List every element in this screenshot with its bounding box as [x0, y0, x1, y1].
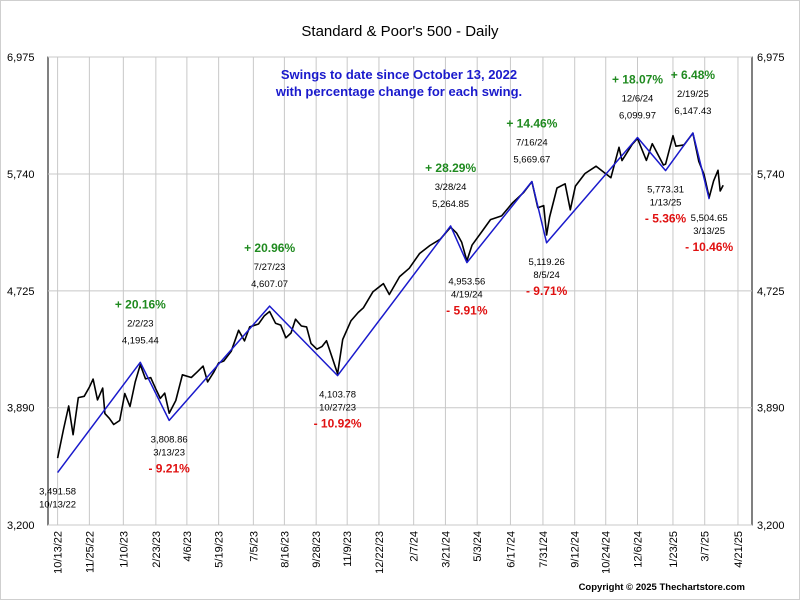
- y-tick-label-left: 3,200: [7, 520, 35, 532]
- swing-price-label: 4,607.07: [251, 279, 288, 290]
- y-tick-label-right: 4,725: [757, 286, 785, 298]
- swing-pct-label: - 5.36%: [645, 212, 687, 226]
- y-axis-right: 6,975 5,740 4,725 3,890 3,200: [757, 52, 785, 532]
- swing-pct-label: + 20.16%: [115, 297, 166, 311]
- swing-pct-label: + 28.29%: [425, 161, 476, 175]
- swing-date-label: 3/13/23: [153, 447, 185, 458]
- swing-pct-label: - 5.91%: [446, 304, 488, 318]
- x-tick-label: 11/25/22: [84, 531, 96, 573]
- x-tick-label: 2/23/23: [151, 531, 163, 568]
- swing-annotations: 3,491.58 10/13/22 + 20.16% 2/2/23 4,195.44 3,…: [39, 68, 733, 511]
- swing-price-label: 3,808.86: [151, 434, 188, 445]
- x-tick-label: 1/10/23: [118, 531, 130, 568]
- swing-date-label: 1/13/25: [650, 198, 682, 209]
- copyright-text: Copyright © 2025 Thechartstore.com: [579, 582, 745, 593]
- swing-date-label: 10/27/23: [319, 403, 356, 414]
- swing-price-label: 5,264.85: [432, 199, 469, 210]
- swing-pct-label: - 9.21%: [148, 461, 190, 475]
- y-tick-label-left: 5,740: [7, 169, 35, 181]
- swing-price-label: 3,491.58: [39, 487, 76, 498]
- y-tick-label-right: 3,200: [757, 520, 785, 532]
- x-tick-label: 10/13/22: [53, 531, 65, 574]
- series-layer: [56, 132, 724, 474]
- swing-price-label: 4,953.56: [448, 277, 485, 288]
- note-line-1: Swings to date since October 13, 2022: [281, 67, 517, 82]
- swing-pct-label: + 20.96%: [244, 241, 295, 255]
- swing-price-label: 5,119.26: [528, 257, 564, 268]
- y-tick-label-left: 3,890: [7, 403, 35, 415]
- swing-date-label: 12/6/24: [622, 94, 654, 105]
- x-tick-label: 9/12/24: [570, 531, 582, 568]
- swing-date-label: 2/19/25: [677, 89, 709, 100]
- x-tick-label: 7/5/23: [248, 531, 260, 562]
- swing-price-label: 4,195.44: [122, 335, 159, 346]
- swing-pct-label: + 14.46%: [506, 116, 557, 130]
- x-tick-label: 9/28/23: [311, 531, 323, 568]
- x-tick-label: 12/22/23: [374, 531, 386, 574]
- swing-date-label: 3/13/25: [693, 226, 725, 237]
- y-tick-label-right: 3,890: [757, 403, 785, 415]
- swing-date-label: 8/5/24: [533, 270, 559, 281]
- swing-price-label: 6,099.97: [619, 111, 656, 122]
- x-tick-label: 3/7/25: [700, 531, 712, 562]
- grid-lines: [48, 56, 752, 526]
- swing-price-label: 5,504.65: [691, 213, 728, 224]
- x-tick-label: 10/24/24: [601, 531, 613, 574]
- swing-price-label: 6,147.43: [674, 106, 711, 117]
- swing-date-label: 2/2/23: [127, 318, 153, 329]
- swing-price-label: 5,773.31: [647, 185, 684, 196]
- x-tick-label: 3/21/24: [440, 531, 452, 568]
- y-tick-label-left: 6,975: [7, 52, 35, 64]
- swing-pct-label: + 6.48%: [671, 68, 716, 82]
- swing-pct-label: - 10.92%: [314, 417, 362, 431]
- x-tick-label: 2/7/24: [409, 531, 421, 562]
- swing-date-label: 7/16/24: [516, 137, 548, 148]
- x-tick-label: 11/9/23: [342, 531, 354, 567]
- y-tick-label-right: 6,975: [757, 52, 785, 64]
- x-tick-label: 7/31/24: [538, 531, 550, 568]
- swing-pct-label: - 10.46%: [685, 240, 733, 254]
- x-tick-label: 5/3/24: [472, 531, 484, 562]
- x-tick-label: 4/6/23: [182, 531, 194, 562]
- x-tick-label: 1/23/25: [668, 531, 680, 568]
- x-tick-label: 8/16/23: [279, 531, 291, 568]
- x-tick-label: 12/6/24: [632, 531, 644, 568]
- y-tick-label-right: 5,740: [757, 169, 785, 181]
- swing-pct-label: - 9.71%: [526, 284, 568, 298]
- x-tick-label: 6/17/24: [505, 531, 517, 568]
- y-axis-left: 6,975 5,740 4,725 3,890 3,200: [7, 52, 35, 532]
- price-line: [56, 132, 724, 459]
- x-tick-label: 5/19/23: [214, 531, 226, 568]
- swing-date-label: 3/28/24: [435, 182, 467, 193]
- x-axis: 10/13/22 11/25/22 1/10/23 2/23/23 4/6/23 5/19…: [53, 531, 745, 574]
- y-tick-label-left: 4,725: [7, 286, 35, 298]
- note-line-2: with percentage change for each swing.: [275, 84, 522, 99]
- swing-pct-label: + 18.07%: [612, 73, 663, 87]
- swing-line: [56, 132, 710, 474]
- swing-price-label: 5,669.67: [513, 154, 550, 165]
- swing-price-label: 4,103.78: [319, 390, 356, 401]
- swing-date-label: 4/19/24: [451, 290, 483, 301]
- swing-date-label: 10/13/22: [39, 500, 76, 511]
- swing-date-label: 7/27/23: [254, 262, 286, 273]
- chart-title: Standard & Poor's 500 - Daily: [301, 23, 499, 40]
- x-tick-label: 4/21/25: [733, 531, 745, 568]
